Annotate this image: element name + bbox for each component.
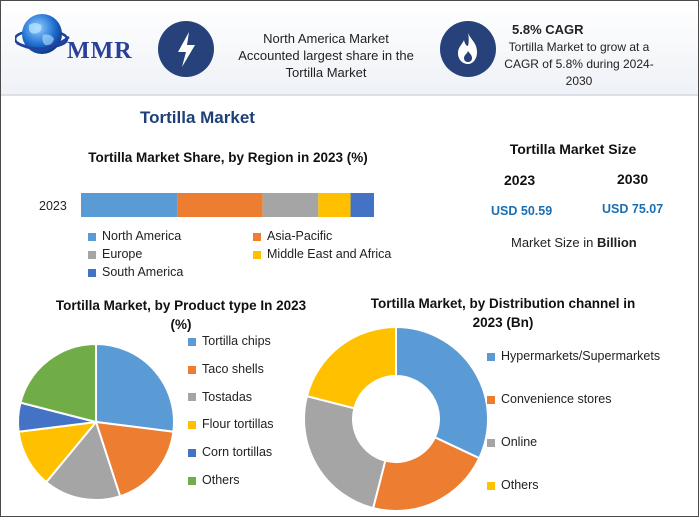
distribution-chart-title: Tortilla Market, by Distribution channel… <box>349 294 657 332</box>
legend-label: North America <box>102 229 182 243</box>
bar-segment-south-america <box>350 193 374 217</box>
legend-item-others: Others <box>487 478 660 516</box>
legend-label: Hypermarkets/Supermarkets <box>501 349 661 363</box>
main-title: Tortilla Market <box>140 108 255 127</box>
product-legend: Tortilla chips Taco shells Tostadas Flour t… <box>188 334 274 501</box>
legend-label: Tostadas <box>202 389 253 404</box>
globe-logo-icon <box>15 14 70 54</box>
legend-label: Flour tortillas <box>202 417 274 432</box>
title-line: (%) <box>170 317 192 332</box>
cagr-line: 2030 <box>565 74 593 88</box>
legend-swatch <box>487 481 495 490</box>
legend-swatch <box>188 393 196 402</box>
legend-swatch <box>487 352 495 361</box>
cagr-title: 5.8% CAGR <box>512 22 584 37</box>
legend-item-hypermarkets-supermarkets: Hypermarkets/Supermarkets <box>487 349 660 392</box>
legend-asia-pacific: Asia-Pacific <box>253 229 332 243</box>
distribution-donut-chart <box>303 325 489 512</box>
highlight-line: North America Market <box>263 31 389 46</box>
legend-item-taco-shells: Taco shells <box>188 362 274 390</box>
legend-label: Others <box>202 472 240 487</box>
highlight-line: Tortilla Market <box>285 65 367 80</box>
legend-label: Middle East and Africa <box>267 247 392 261</box>
market-size-year-2023: 2023 <box>504 172 536 188</box>
highlight-region-text: North America Market Accounted largest s… <box>220 30 432 81</box>
legend-label: Europe <box>102 247 143 261</box>
legend-europe: Europe <box>88 247 142 261</box>
slice-tostadas <box>44 419 122 501</box>
header-band <box>1 1 698 96</box>
legend-item-tortilla-chips: Tortilla chips <box>188 334 274 362</box>
legend-label: Tortilla chips <box>202 334 271 348</box>
legend-swatch <box>88 232 96 241</box>
region-bar-chart: 2023 <box>39 193 374 217</box>
legend-label: Corn tortillas <box>202 445 273 460</box>
legend-label: Online <box>501 435 538 449</box>
bar-segment-europe <box>262 193 319 217</box>
slice-taco-shells <box>94 420 175 498</box>
legend-label: Taco shells <box>202 361 264 376</box>
market-size-title: Tortilla Market Size <box>509 141 637 157</box>
slice-tortilla-chips <box>95 342 175 433</box>
legend-item-flour-tortillas: Flour tortillas <box>188 417 274 445</box>
slice-others <box>305 325 397 410</box>
legend-item-online: Online <box>487 435 660 478</box>
market-size-unit: Market Size in Billion <box>511 235 637 250</box>
legend-item-others: Others <box>188 473 274 501</box>
legend-label: Others <box>501 478 539 492</box>
bar-segment-middle-east-and-africa <box>318 193 351 217</box>
market-size-value-2030: USD 75.07 <box>602 202 664 216</box>
highlight-line: Accounted largest share in the <box>238 48 414 63</box>
legend-label: South America <box>102 265 184 279</box>
legend-middle-east-africa: Middle East and Africa <box>253 247 391 261</box>
cagr-line: Tortilla Market to grow at a <box>508 40 650 54</box>
title-line: Tortilla Market, by Product type In 2023 <box>55 298 307 313</box>
market-size-year-2030: 2030 <box>617 171 649 187</box>
legend-swatch <box>253 232 261 241</box>
legend-swatch <box>88 250 96 259</box>
legend-north-america: North America <box>88 229 181 243</box>
unit-prefix: Market Size in <box>511 235 597 250</box>
legend-swatch <box>188 476 196 485</box>
cagr-line: CAGR of 5.8% during 2024- <box>504 57 654 71</box>
legend-swatch <box>188 365 196 374</box>
legend-swatch <box>487 395 495 404</box>
bar-segment-asia-pacific <box>177 193 263 217</box>
legend-swatch <box>487 438 495 447</box>
distribution-legend: Hypermarkets/Supermarkets Convenience sto… <box>487 349 660 516</box>
title-line: 2023 (Bn) <box>472 315 534 330</box>
market-size-value-2023: USD 50.59 <box>491 204 553 218</box>
slice-online <box>303 394 387 510</box>
legend-item-convenience-stores: Convenience stores <box>487 392 660 435</box>
legend-swatch <box>88 268 96 277</box>
region-chart-title: Tortilla Market Share, by Region in 2023… <box>88 150 368 165</box>
legend-swatch <box>188 421 196 430</box>
legend-swatch <box>188 337 196 346</box>
legend-label: Asia-Pacific <box>267 229 333 243</box>
bar-category-label: 2023 <box>39 199 67 213</box>
lightning-bolt-icon <box>158 21 214 77</box>
slice-others <box>19 342 97 424</box>
legend-item-tostadas: Tostadas <box>188 390 274 418</box>
product-chart-title: Tortilla Market, by Product type In 2023… <box>31 296 331 334</box>
logo-text: MMR <box>67 38 133 64</box>
unit-bold: Billion <box>596 235 637 250</box>
cagr-text: Tortilla Market to grow at a CAGR of 5.8… <box>498 39 660 90</box>
legend-label: Convenience stores <box>501 392 612 406</box>
legend-item-corn-tortillas: Corn tortillas <box>188 445 274 473</box>
product-pie-chart <box>17 342 175 501</box>
title-line: Tortilla Market, by Distribution channel… <box>370 296 636 311</box>
slice-convenience-stores <box>371 435 481 512</box>
legend-south-america: South America <box>88 265 183 279</box>
flame-icon <box>440 21 496 77</box>
bar-segment-north-america <box>81 193 178 217</box>
legend-swatch <box>253 250 261 259</box>
slice-hypermarkets-supermarkets <box>395 325 489 460</box>
legend-swatch <box>188 448 196 457</box>
